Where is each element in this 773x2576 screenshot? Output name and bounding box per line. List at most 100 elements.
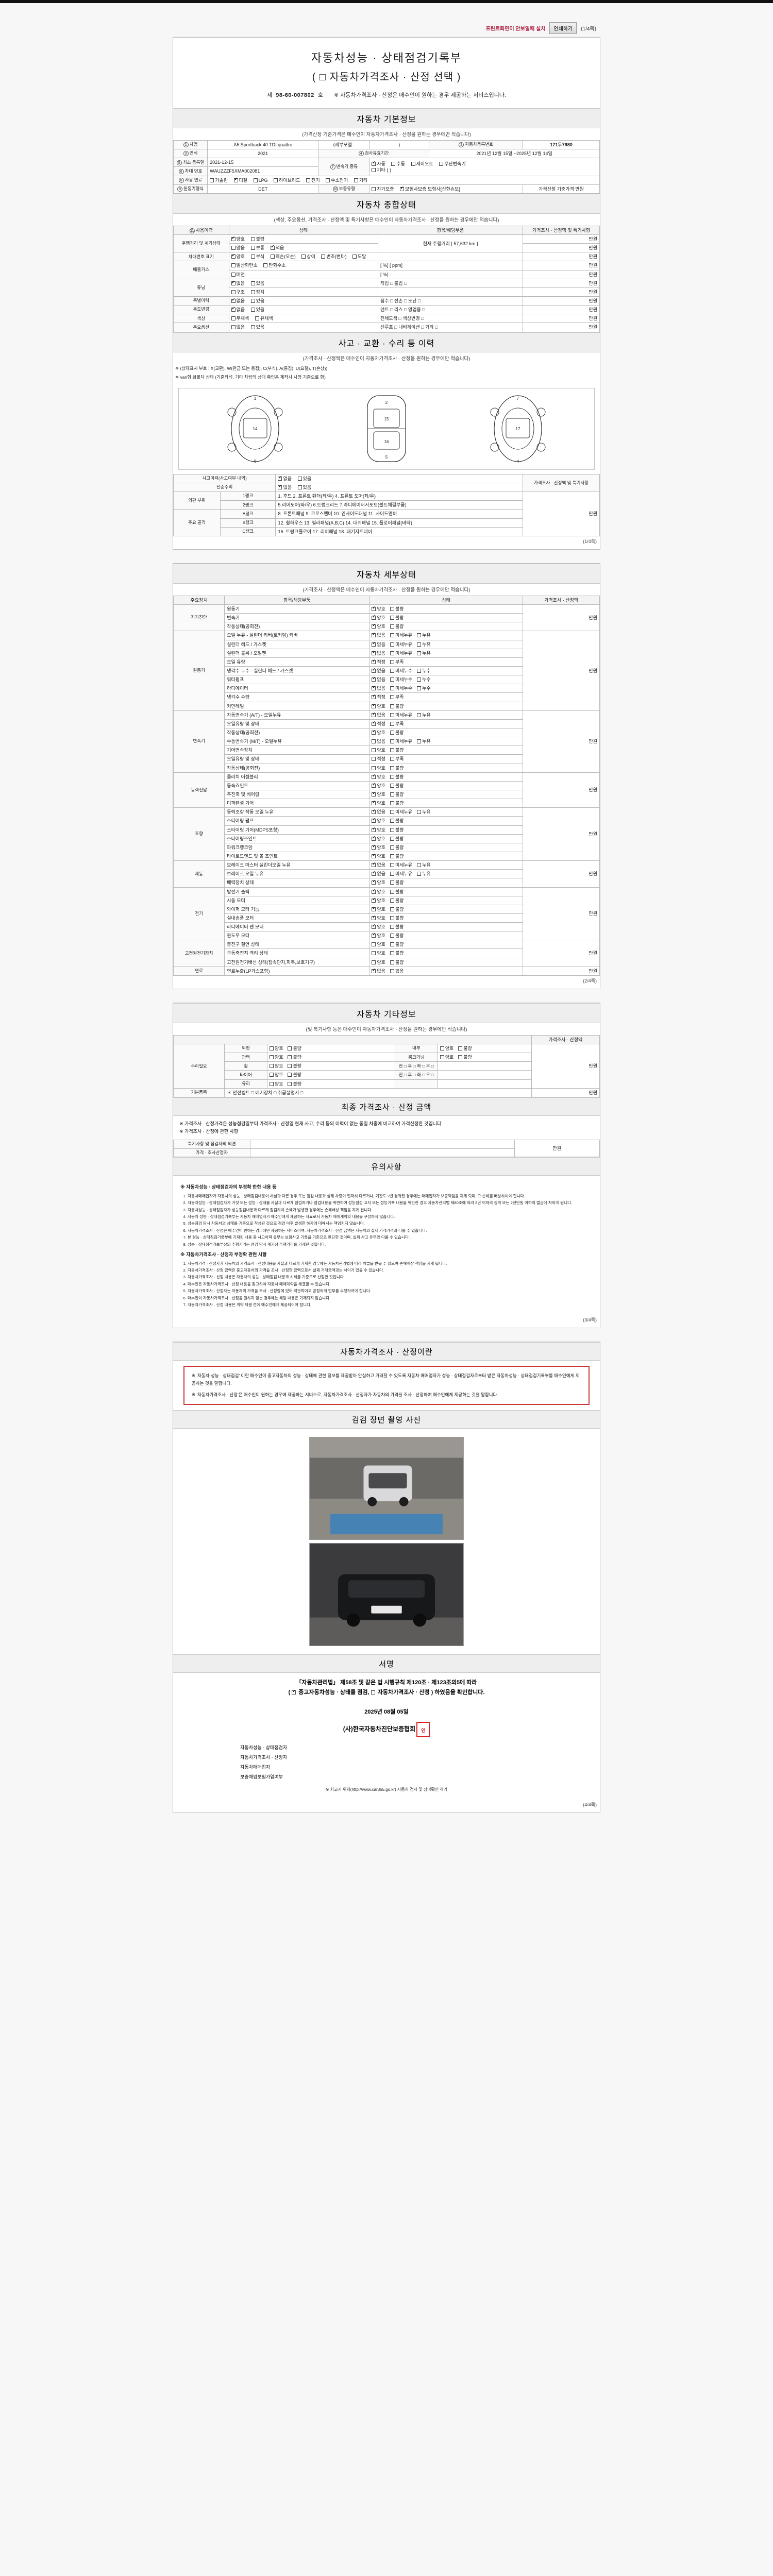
fuel-opt-diesel[interactable]: 디젤 xyxy=(233,177,247,183)
option-item[interactable]: 누유 xyxy=(417,641,431,648)
option-item[interactable]: 양호 xyxy=(372,879,385,886)
checkbox-icon[interactable] xyxy=(231,253,236,259)
checkbox-icon[interactable] xyxy=(372,960,376,964)
checkbox-icon[interactable] xyxy=(372,748,376,753)
checkbox-icon[interactable] xyxy=(372,623,376,629)
option-item[interactable]: 누유 xyxy=(417,712,431,718)
checkbox-icon[interactable] xyxy=(372,167,376,172)
option-item[interactable]: 미세누유 xyxy=(390,738,412,744)
checkbox-icon[interactable] xyxy=(288,1046,292,1051)
checkbox-icon[interactable] xyxy=(390,934,394,938)
option-item[interactable]: 양호 xyxy=(269,1081,283,1087)
checkbox-icon[interactable] xyxy=(269,1064,274,1069)
option-item[interactable]: 불량 xyxy=(390,827,404,833)
option-item[interactable]: 없음 xyxy=(372,676,385,683)
checkbox-icon[interactable] xyxy=(231,298,236,303)
checkbox-icon[interactable] xyxy=(390,872,394,876)
checkbox-icon[interactable] xyxy=(278,484,282,490)
checkbox-icon[interactable] xyxy=(390,951,394,956)
checkbox-icon[interactable] xyxy=(372,879,376,885)
option-item[interactable]: 불량 xyxy=(390,791,404,798)
checkbox-icon[interactable] xyxy=(372,871,376,876)
checkbox-icon[interactable] xyxy=(231,280,236,285)
option-item[interactable]: 미세누유 xyxy=(390,871,412,877)
option-item[interactable]: 양호 xyxy=(372,623,385,630)
checkbox-icon[interactable] xyxy=(458,1046,463,1051)
option-item[interactable]: 없음 xyxy=(372,632,385,638)
checkbox-icon[interactable] xyxy=(231,246,236,250)
checkbox-icon[interactable] xyxy=(269,1081,274,1086)
option-item[interactable]: 미세누유 xyxy=(390,632,412,638)
trans-opt-manual[interactable]: 수동 xyxy=(391,161,405,167)
option-item[interactable]: 양호 xyxy=(372,800,385,806)
checkbox-icon[interactable] xyxy=(372,712,376,717)
option-item[interactable]: 불량 xyxy=(288,1063,301,1069)
checkbox-icon[interactable] xyxy=(390,659,394,664)
checkbox-icon[interactable] xyxy=(372,632,376,638)
option-item[interactable]: 불량 xyxy=(390,615,404,621)
checkbox-icon[interactable] xyxy=(372,933,376,938)
checkbox-icon[interactable] xyxy=(390,730,394,735)
checkbox-icon[interactable] xyxy=(390,766,394,770)
option-item[interactable]: 불량 xyxy=(390,818,404,824)
checkbox-icon[interactable] xyxy=(231,263,236,268)
option-item[interactable]: 양호 xyxy=(269,1045,283,1052)
checkbox-icon[interactable] xyxy=(440,1055,444,1060)
option-item[interactable]: 누유 xyxy=(417,650,431,656)
checkbox-icon[interactable] xyxy=(440,1046,444,1051)
fuel-opt-hydrogen[interactable]: 수소전기 xyxy=(326,177,348,183)
checkbox-icon[interactable] xyxy=(301,255,306,259)
option-item[interactable]: 불량 xyxy=(390,765,404,771)
option-item[interactable]: 적정 xyxy=(372,756,385,762)
option-item[interactable]: 불량 xyxy=(390,783,404,789)
checkbox-icon[interactable] xyxy=(458,1055,463,1060)
checkbox-icon[interactable] xyxy=(270,255,275,259)
checkbox-icon[interactable] xyxy=(390,757,394,761)
checkbox-icon[interactable] xyxy=(297,476,302,481)
checkbox-icon[interactable] xyxy=(306,178,311,182)
option-item[interactable]: 불량 xyxy=(390,889,404,895)
checkbox-icon[interactable] xyxy=(417,651,422,655)
checkbox-icon[interactable] xyxy=(390,845,394,850)
checkbox-icon[interactable] xyxy=(372,730,376,735)
checkbox-icon[interactable] xyxy=(390,721,394,726)
option-item[interactable]: 양호 xyxy=(372,606,385,612)
checkbox-icon[interactable] xyxy=(354,178,358,182)
option-item[interactable]: 누수 xyxy=(417,676,431,683)
option-item[interactable]: 부족 xyxy=(390,659,404,665)
option-item[interactable]: 불량 xyxy=(390,844,404,851)
checkbox-icon[interactable] xyxy=(390,942,394,947)
option-item[interactable]: 누수 xyxy=(417,668,431,674)
checkbox-icon[interactable] xyxy=(270,245,275,250)
checkbox-icon[interactable] xyxy=(372,668,376,673)
option-item[interactable]: 부족 xyxy=(390,721,404,727)
checkbox-icon[interactable] xyxy=(210,178,214,182)
checkbox-icon[interactable] xyxy=(250,298,255,303)
checkbox-icon[interactable] xyxy=(250,255,255,259)
checkbox-icon[interactable] xyxy=(372,818,376,823)
checkbox-icon[interactable] xyxy=(390,819,394,823)
checkbox-icon[interactable] xyxy=(372,836,376,841)
option-item[interactable]: 누유 xyxy=(417,809,431,815)
checkbox-icon[interactable] xyxy=(390,854,394,858)
option-item[interactable]: 양호 xyxy=(372,853,385,859)
option-item[interactable]: 없음 xyxy=(372,668,385,674)
option-item[interactable]: 양호 xyxy=(372,765,385,771)
checkbox-icon[interactable] xyxy=(326,178,330,182)
checkbox-icon[interactable] xyxy=(390,810,394,815)
checkbox-icon[interactable] xyxy=(417,713,422,717)
checkbox-icon[interactable] xyxy=(372,897,376,903)
checkbox-icon[interactable] xyxy=(372,615,376,620)
option-item[interactable]: 불량 xyxy=(288,1054,301,1060)
option-item[interactable]: 미세누유 xyxy=(390,641,412,648)
checkbox-icon[interactable] xyxy=(372,721,376,726)
option-item[interactable]: 양호 xyxy=(372,950,385,956)
checkbox-icon[interactable] xyxy=(417,810,422,815)
checkbox-icon[interactable] xyxy=(288,1073,292,1077)
option-item[interactable]: 양호 xyxy=(372,774,385,780)
checkbox-icon[interactable] xyxy=(233,177,238,182)
checkbox-icon[interactable] xyxy=(372,844,376,850)
option-item[interactable]: 없음 xyxy=(372,738,385,744)
option-item[interactable]: 양호 xyxy=(372,703,385,709)
checkbox-icon[interactable] xyxy=(372,641,376,647)
